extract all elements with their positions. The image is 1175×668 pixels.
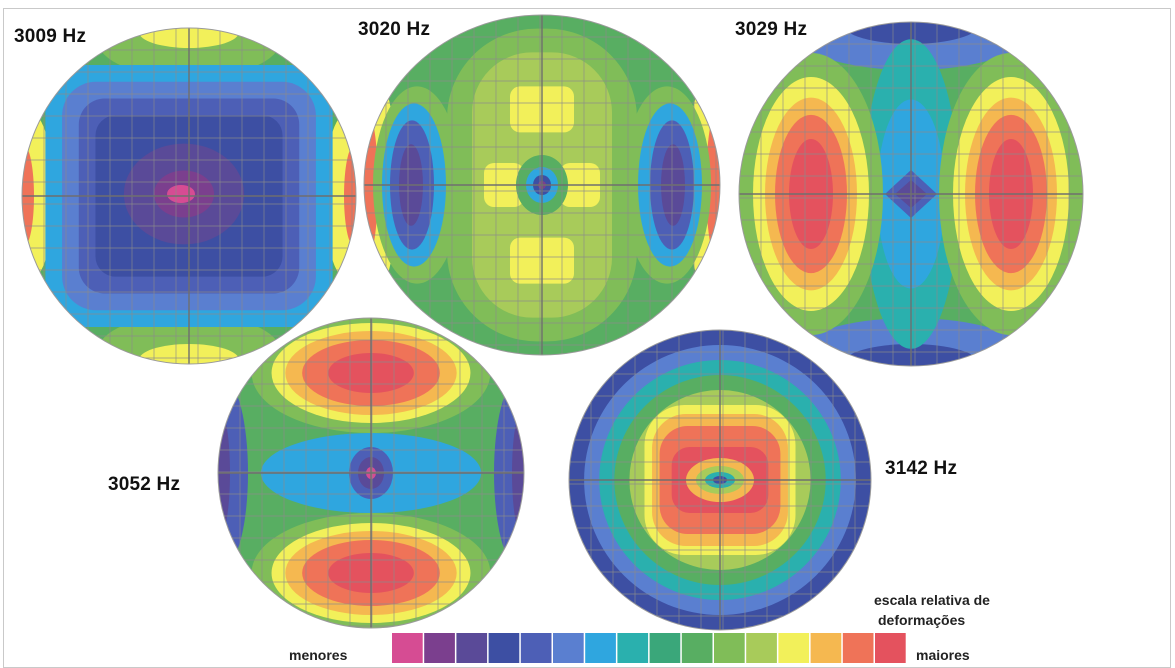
sphere-outline <box>568 329 872 631</box>
mode-shape-center <box>22 28 356 364</box>
scale-swatch <box>553 633 584 663</box>
scale-swatch <box>520 633 552 663</box>
mode-shape-ring <box>569 330 871 630</box>
scale-swatch <box>714 633 745 663</box>
mode-label-3142: 3142 Hz <box>885 458 958 479</box>
scale-swatch <box>746 633 777 663</box>
scale-swatch <box>585 633 616 663</box>
mode-shape-top-bottom-lobes <box>218 318 524 628</box>
scale-max-label: maiores <box>916 647 970 663</box>
scale-swatch <box>617 633 649 663</box>
mode-label-3052: 3052 Hz <box>108 474 181 495</box>
scale-swatch <box>456 633 488 663</box>
sphere-outline <box>738 21 1084 367</box>
scale-title-line2: deformações <box>878 612 966 628</box>
mode-label-3029: 3029 Hz <box>735 19 808 40</box>
scale-caption: escala relativa de deformações <box>874 590 1054 630</box>
color-scale-bar <box>392 633 906 663</box>
scale-swatch <box>810 633 842 663</box>
mode-label-3020: 3020 Hz <box>358 19 431 40</box>
scale-swatch <box>842 633 874 663</box>
sphere-outline <box>363 14 721 356</box>
mode-label-3009: 3009 Hz <box>14 26 87 47</box>
scale-swatch <box>392 633 423 663</box>
scale-swatch <box>649 633 681 663</box>
scale-min-label: menores <box>289 647 348 663</box>
scale-swatch <box>424 633 455 663</box>
scale-swatch <box>875 633 906 663</box>
scale-title-line1: escala relativa de <box>874 592 990 608</box>
mode-shape-three-lobes-vertical <box>364 15 720 355</box>
sphere-outline <box>21 27 357 365</box>
scale-swatch <box>778 633 810 663</box>
scale-swatch <box>488 633 520 663</box>
sphere-outline <box>217 317 525 629</box>
scale-swatch <box>681 633 713 663</box>
mode-shape-side-lobes <box>739 22 1083 366</box>
